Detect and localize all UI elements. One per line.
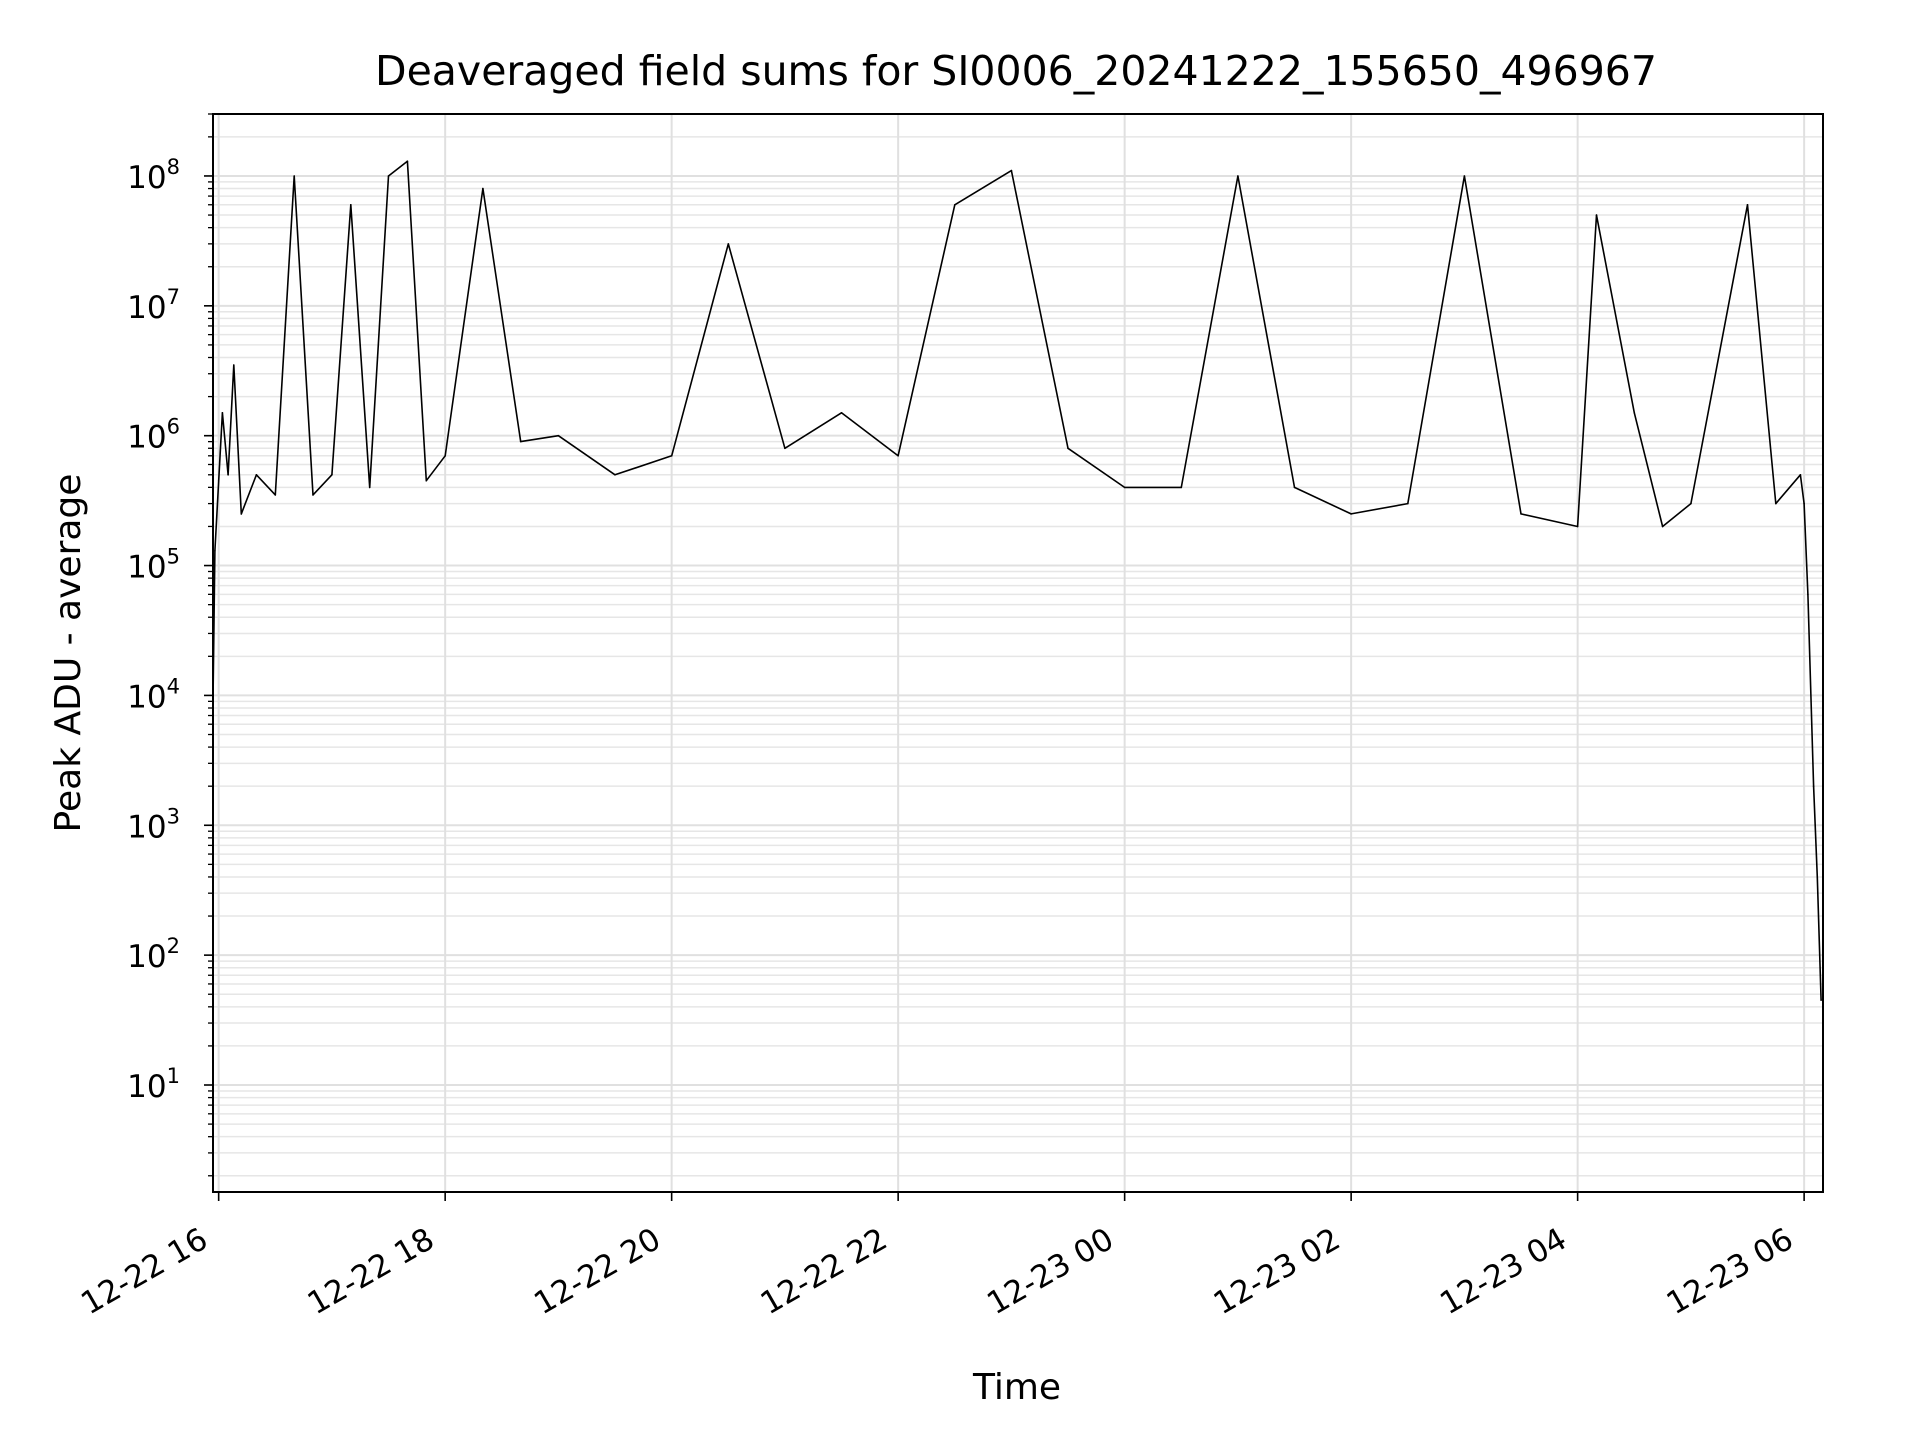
data-point <box>1595 214 1598 216</box>
data-point <box>221 412 224 414</box>
data-point <box>1807 593 1809 596</box>
data-point <box>350 204 352 206</box>
data-point <box>1661 525 1664 528</box>
data-point <box>1067 447 1069 450</box>
data-point <box>214 550 216 552</box>
data-point <box>784 447 786 450</box>
data-point <box>425 479 428 482</box>
data-point <box>1803 502 1805 505</box>
y-tick-label: 104 <box>127 674 180 715</box>
data-point <box>1775 502 1777 505</box>
data-point <box>227 474 229 476</box>
data-point <box>482 187 484 190</box>
data-point <box>1746 204 1749 206</box>
data-point <box>444 455 447 457</box>
chart-title: Deaveraged field sums for SI0006_2024122… <box>375 47 1657 95</box>
data-point <box>954 204 956 206</box>
y-tick-label: 101 <box>127 1064 180 1105</box>
data-point <box>1576 525 1579 528</box>
series-layer <box>212 160 1822 1001</box>
data-point <box>406 160 409 162</box>
data-point <box>1293 486 1296 489</box>
data-point <box>233 364 235 366</box>
data-point <box>331 474 333 476</box>
data-point <box>557 434 560 437</box>
data-point <box>519 440 522 443</box>
x-axis-title: Time <box>972 1367 1061 1408</box>
y-tick-label: 107 <box>127 285 180 326</box>
data-point <box>840 412 843 414</box>
data-point <box>1123 486 1126 489</box>
y-tick-label: 102 <box>127 934 180 975</box>
data-point <box>614 474 616 476</box>
data-point <box>1010 169 1013 172</box>
y-tick-label: 108 <box>127 155 180 196</box>
data-point <box>1816 876 1819 878</box>
data-point <box>1520 513 1522 515</box>
plot-frame <box>212 113 1824 1193</box>
data-point <box>274 494 277 496</box>
data-point <box>670 455 673 457</box>
data-point <box>387 175 390 177</box>
data-point <box>1633 412 1636 414</box>
y-tick-label: 103 <box>127 804 180 845</box>
data-point <box>1463 175 1466 177</box>
data-point <box>312 494 314 496</box>
data-point <box>1799 474 1802 476</box>
data-point <box>897 455 899 457</box>
data-point <box>1690 502 1692 505</box>
data-point <box>1237 175 1239 177</box>
y-axis-title: Peak ADU - average <box>48 474 89 833</box>
data-point <box>1820 999 1822 1001</box>
y-tick-label: 106 <box>127 415 180 456</box>
data-point <box>1407 502 1409 505</box>
data-point <box>727 243 730 245</box>
y-tick-label: 105 <box>127 545 180 586</box>
data-point <box>240 513 243 515</box>
data-point <box>1180 486 1183 489</box>
data-point <box>217 479 220 482</box>
data-point <box>255 474 258 476</box>
data-point <box>368 486 371 489</box>
data-point <box>293 175 296 177</box>
data-point <box>1812 785 1815 787</box>
data-point <box>1350 513 1352 515</box>
